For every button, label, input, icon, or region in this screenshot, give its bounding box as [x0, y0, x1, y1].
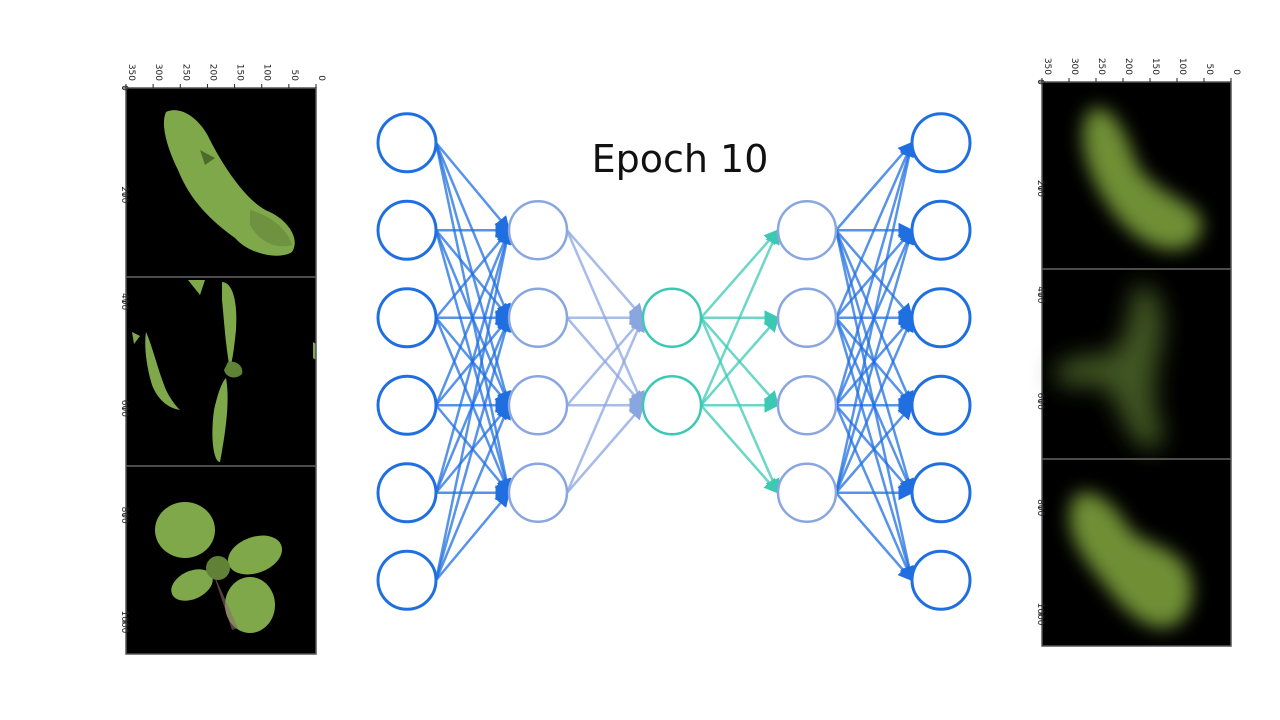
reconstructed-images-panel: 350 300 250 200 150 100 50 0 0 200 400 600 800 1000 [1035, 58, 1241, 647]
y-tick-label: 800 [1035, 499, 1045, 516]
input-images-panel: 350 300 250 200 150 100 50 0 0 200 400 600 800 1000 [119, 64, 326, 655]
input-leaf-2 [132, 280, 316, 462]
y-tick-label: 400 [119, 293, 129, 310]
edge-decoder-hidden-to-output [834, 316, 914, 494]
decoder-hidden-node [776, 375, 838, 436]
network-nodes [376, 112, 972, 611]
x-tick-label: 300 [153, 64, 163, 81]
encoder-hidden-node [507, 462, 569, 523]
x-tick-label: 300 [1069, 58, 1079, 75]
x-tick-label: 150 [235, 64, 245, 81]
x-tick-label: 200 [1123, 58, 1133, 75]
input-node [376, 462, 438, 524]
edge-encoder-hidden-to-bottleneck [566, 316, 644, 407]
right-x-ticks: 350 300 250 200 150 100 50 0 [1041, 58, 1241, 82]
edge-input-to-encoder-hidden [435, 491, 510, 582]
output-node [910, 462, 972, 524]
network-edges [434, 141, 917, 582]
output-node [910, 374, 972, 436]
edge-decoder-hidden-to-output [835, 404, 913, 494]
edge-input-to-encoder-hidden [434, 316, 513, 581]
input-node [376, 112, 438, 174]
epoch-title: Epoch 10 [592, 137, 769, 181]
panel-frame [125, 87, 317, 655]
y-tick-label: 200 [119, 186, 129, 203]
edge-input-to-encoder-hidden [434, 228, 513, 494]
encoder-hidden-node [507, 375, 569, 436]
reconstructed-leaf-1 [1082, 108, 1203, 250]
edge-input-to-encoder-hidden [434, 228, 511, 406]
input-node [376, 287, 438, 349]
edge-encoder-hidden-to-bottleneck [565, 316, 645, 494]
input-leaf-1 [163, 110, 295, 256]
edge-bottleneck-to-decoder-hidden [699, 228, 780, 406]
x-tick-label: 50 [289, 70, 299, 82]
output-node [910, 287, 972, 349]
reconstructed-leaf-3 [1069, 492, 1193, 628]
x-tick-label: 100 [262, 64, 272, 81]
input-node [376, 374, 438, 436]
y-tick-label: 800 [119, 507, 129, 524]
decoder-hidden-node [776, 200, 838, 261]
x-tick-label: 350 [1042, 58, 1052, 75]
right-y-ticks: 0 200 400 600 800 1000 [1035, 79, 1045, 626]
input-node [376, 199, 438, 261]
bottleneck-node [641, 375, 703, 436]
y-tick-label: 1000 [1035, 603, 1045, 626]
x-tick-label: 150 [1150, 58, 1160, 75]
bottleneck-node [641, 287, 703, 348]
y-tick-label: 200 [1035, 180, 1045, 197]
decoder-hidden-node [776, 462, 838, 523]
output-node [910, 549, 972, 611]
edge-decoder-hidden-to-output [835, 491, 913, 582]
output-node [910, 112, 972, 174]
edge-decoder-hidden-to-output [834, 141, 914, 319]
decoder-hidden-node [776, 287, 838, 348]
encoder-hidden-node [507, 287, 569, 348]
edge-decoder-hidden-to-output [834, 141, 917, 494]
edge-bottleneck-to-decoder-hidden [700, 404, 779, 494]
edge-input-to-encoder-hidden [435, 229, 510, 319]
edge-decoder-hidden-to-output [835, 141, 913, 232]
x-tick-label: 250 [1096, 58, 1106, 75]
left-x-ticks: 350 300 250 200 150 100 50 0 [125, 64, 326, 88]
encoder-hidden-node [507, 200, 569, 261]
panel-frame [1041, 81, 1232, 647]
edge-decoder-hidden-to-output [834, 228, 916, 494]
reconstructed-leaf-2 [1055, 285, 1164, 449]
y-tick-label: 1000 [119, 611, 129, 634]
output-node [910, 199, 972, 261]
left-y-ticks: 0 200 400 600 800 1000 [119, 85, 129, 634]
edge-encoder-hidden-to-bottleneck [566, 404, 644, 494]
input-leaf-3 [155, 502, 283, 633]
y-tick-label: 0 [1035, 79, 1045, 85]
y-tick-label: 0 [119, 85, 129, 91]
y-tick-label: 600 [1035, 393, 1045, 410]
x-tick-label: 0 [316, 75, 326, 81]
input-node [376, 549, 438, 611]
x-tick-label: 200 [207, 64, 217, 81]
edge-bottleneck-to-decoder-hidden [700, 229, 779, 319]
y-tick-label: 600 [119, 400, 129, 417]
x-tick-label: 250 [180, 64, 190, 81]
edge-input-to-encoder-hidden [435, 141, 510, 232]
y-tick-label: 400 [1035, 286, 1045, 303]
edge-input-to-encoder-hidden [434, 228, 514, 581]
x-tick-label: 100 [1177, 58, 1187, 75]
edge-input-to-encoder-hidden [434, 403, 511, 581]
x-tick-label: 50 [1204, 64, 1214, 76]
x-tick-label: 350 [126, 64, 136, 81]
edge-decoder-hidden-to-output [834, 141, 916, 406]
edge-bottleneck-to-decoder-hidden [700, 316, 779, 407]
edge-encoder-hidden-to-bottleneck [566, 229, 644, 319]
x-tick-label: 0 [1231, 69, 1241, 75]
